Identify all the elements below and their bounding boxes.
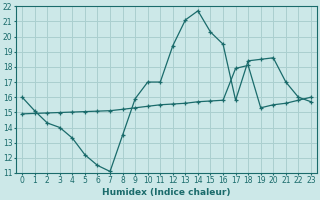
X-axis label: Humidex (Indice chaleur): Humidex (Indice chaleur)	[102, 188, 231, 197]
